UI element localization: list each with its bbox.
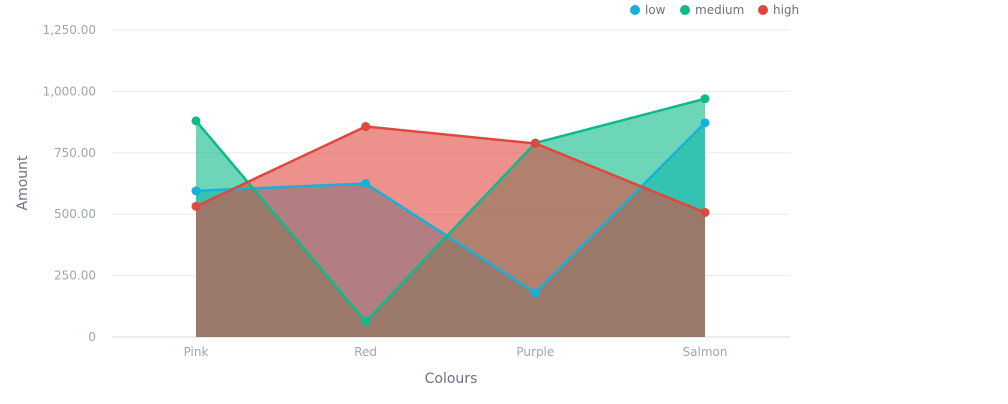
legend-label: high <box>773 3 799 17</box>
series-line-low <box>195 121 706 295</box>
legend-item-medium[interactable]: medium <box>680 3 744 17</box>
y-tick-label: 250.00 <box>54 269 96 283</box>
y-tick-label: 750.00 <box>54 146 96 160</box>
data-point-medium-salmon[interactable] <box>700 94 710 104</box>
data-point-high-red[interactable] <box>361 122 371 132</box>
legend-item-high[interactable]: high <box>758 3 799 17</box>
legend-item-low[interactable]: low <box>630 3 666 17</box>
y-tick-label: 1,250.00 <box>43 23 96 37</box>
line-layer <box>195 97 706 323</box>
x-tick-label: Purple <box>516 345 554 359</box>
data-point-medium-red[interactable] <box>361 317 371 327</box>
data-point-low-salmon[interactable] <box>700 118 710 128</box>
data-point-low-purple[interactable] <box>530 288 540 298</box>
x-axis-title: Colours <box>425 371 478 387</box>
legend-label: low <box>645 3 666 17</box>
y-axis-title: Amount <box>15 155 31 211</box>
x-tick-label: Salmon <box>683 345 728 359</box>
series-line-medium <box>195 97 706 323</box>
data-point-medium-pink[interactable] <box>191 116 201 126</box>
legend-marker-icon <box>680 5 690 15</box>
data-point-high-salmon[interactable] <box>700 207 710 217</box>
series-line-high <box>195 125 706 214</box>
data-point-high-pink[interactable] <box>191 201 201 211</box>
data-point-low-pink[interactable] <box>191 186 201 196</box>
x-tick-labels: Pink Red Purple Salmon <box>184 345 728 359</box>
legend-label: medium <box>695 3 744 17</box>
legend-marker-icon <box>758 5 768 15</box>
legend: low medium high <box>630 3 799 17</box>
legend-marker-icon <box>630 5 640 15</box>
x-tick-label: Red <box>354 345 377 359</box>
point-layer <box>191 94 710 327</box>
y-tick-labels: 0 250.00 500.00 750.00 1,000.00 1,250.00 <box>43 23 96 344</box>
data-point-low-red[interactable] <box>361 179 371 188</box>
x-tick-label: Pink <box>184 345 209 359</box>
y-tick-label: 0 <box>88 330 96 344</box>
y-tick-label: 500.00 <box>54 207 96 221</box>
y-tick-label: 1,000.00 <box>43 84 96 98</box>
data-point-high-purple[interactable] <box>530 138 540 148</box>
